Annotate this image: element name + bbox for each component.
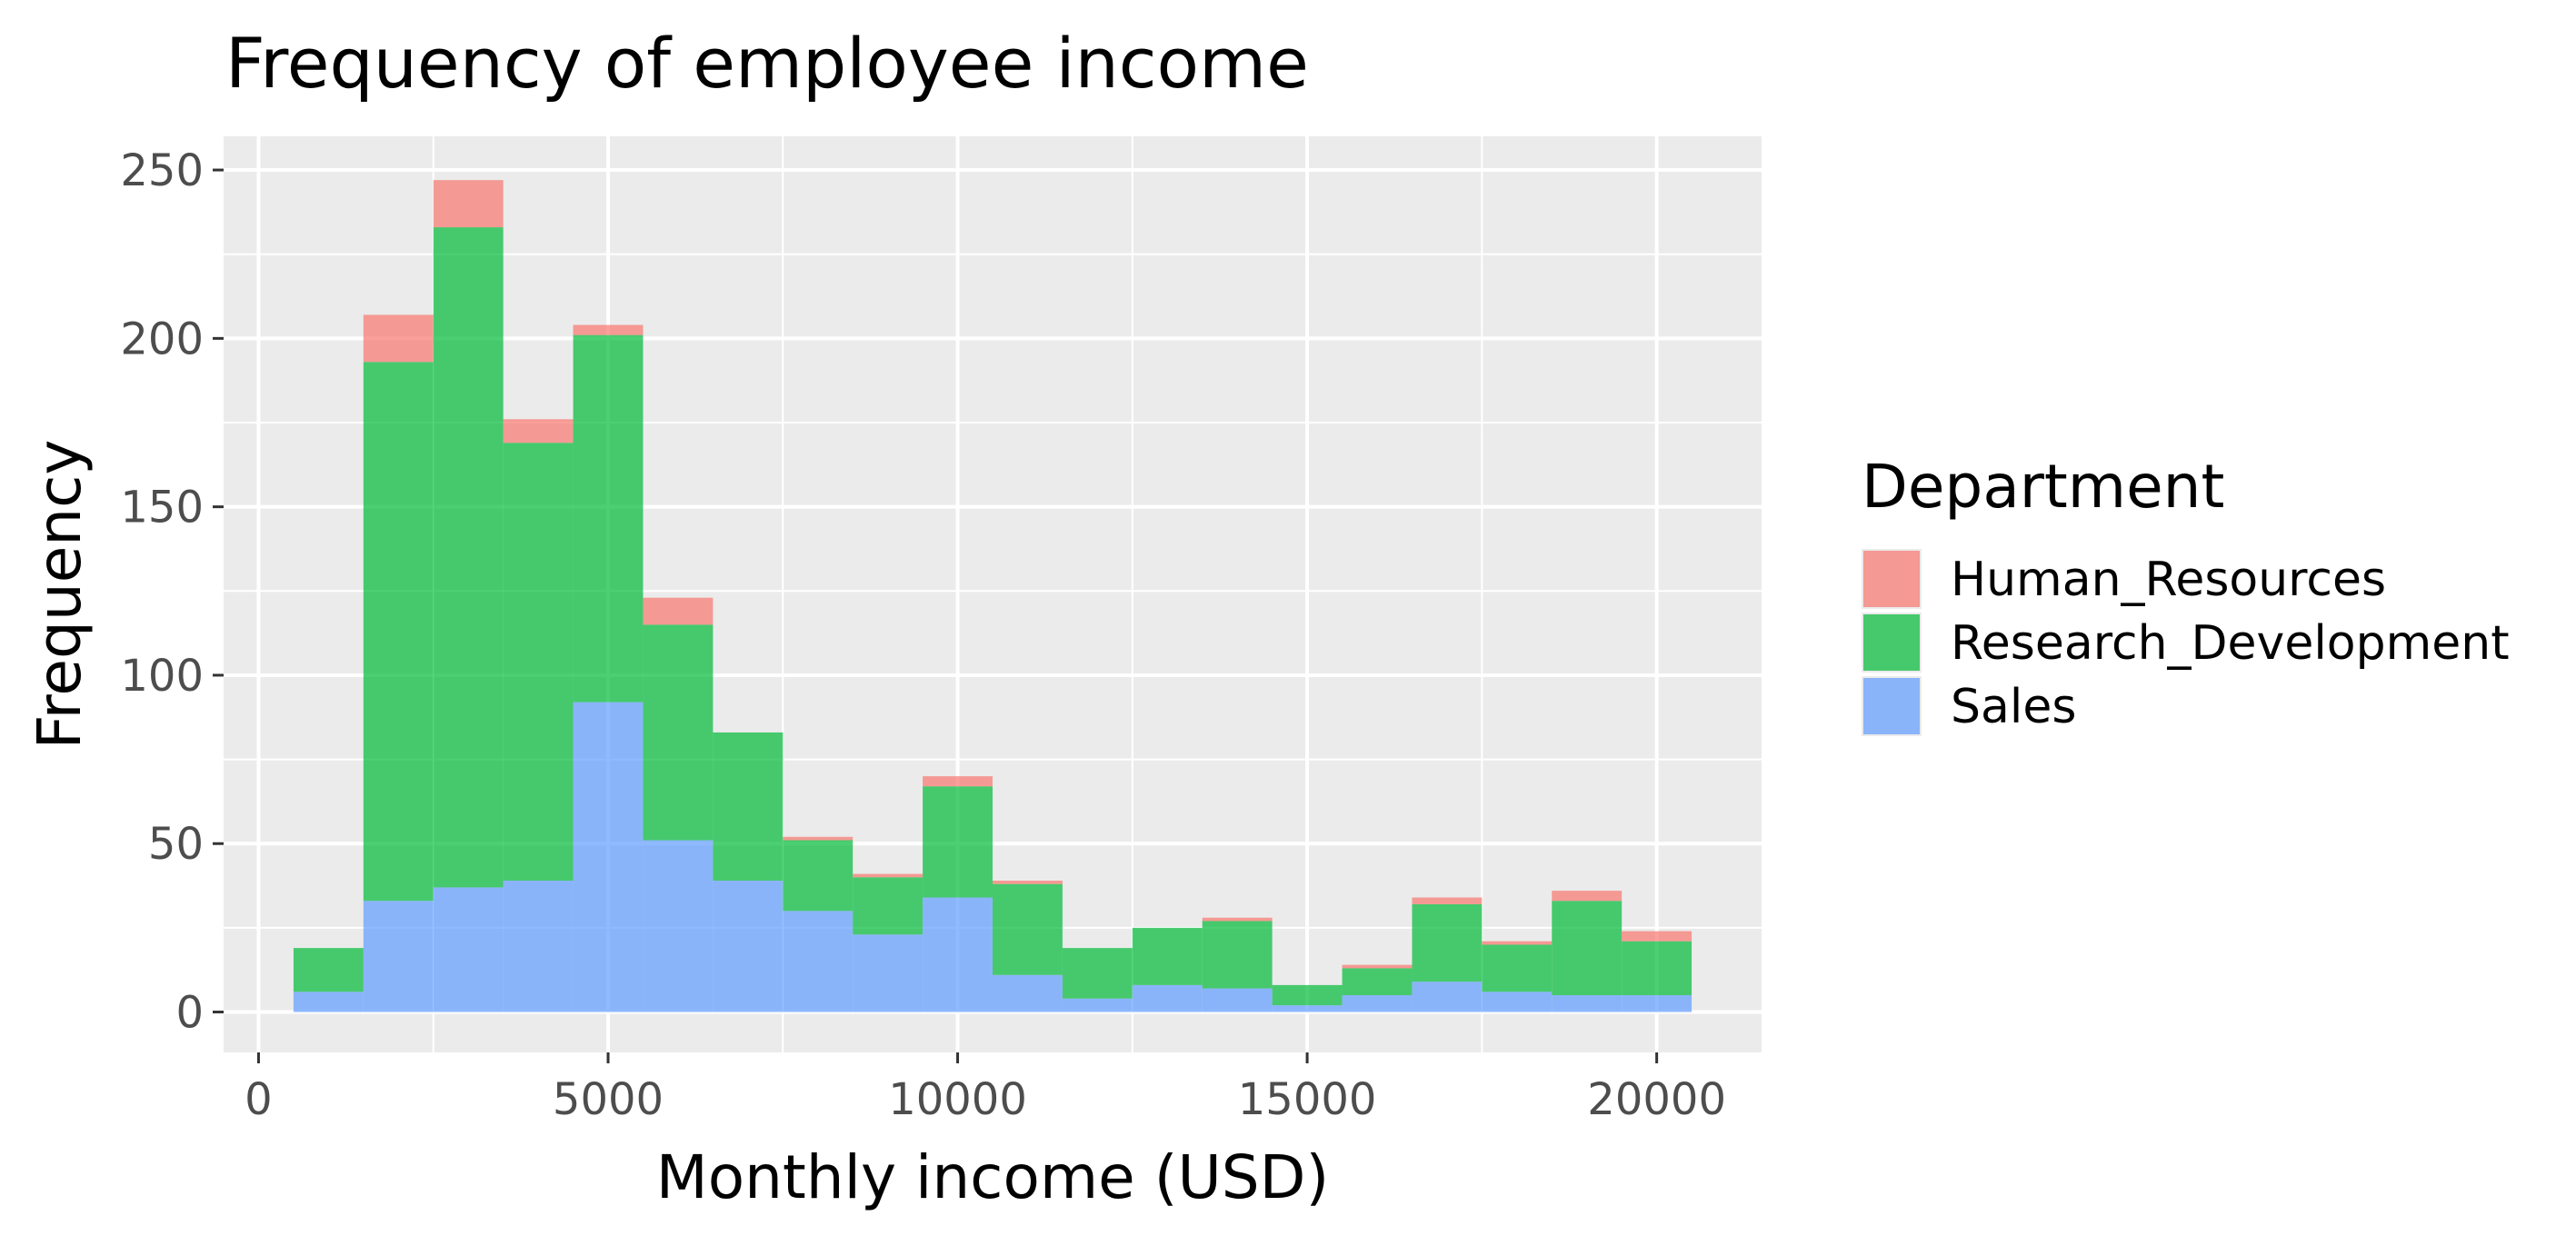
y-tick-label: 50 xyxy=(148,819,204,870)
bar-human-resources xyxy=(1342,964,1413,969)
bar-sales xyxy=(1202,988,1273,1012)
bar-human-resources xyxy=(1412,897,1483,904)
bar-sales xyxy=(923,897,993,1012)
bar-human-resources xyxy=(853,873,924,878)
bar-human-resources xyxy=(783,836,854,841)
bar-research-development xyxy=(503,443,574,881)
bar-human-resources xyxy=(433,180,504,228)
bar-sales xyxy=(503,881,574,1012)
bar-human-resources xyxy=(1552,891,1622,902)
legend: Department Human_Resources Research_Devel… xyxy=(1862,452,2510,736)
bar-sales xyxy=(293,992,364,1012)
bar-sales xyxy=(1342,995,1413,1012)
bar-research-development xyxy=(1272,984,1343,1006)
bar-research-development xyxy=(643,624,714,841)
bar-human-resources xyxy=(1622,931,1692,942)
bar-human-resources xyxy=(573,324,644,335)
x-tick-label: 10000 xyxy=(888,1074,1027,1125)
bar-research-development xyxy=(1202,921,1273,989)
bar-research-development xyxy=(713,732,784,881)
y-tick-label: 200 xyxy=(120,314,204,364)
legend-swatch-sales xyxy=(1863,678,1920,734)
legend-label: Human_Resources xyxy=(1951,553,2386,607)
bar-sales xyxy=(783,911,854,1012)
y-axis: 0 50 100 150 200 250 xyxy=(120,145,224,1039)
bar-human-resources xyxy=(643,597,714,625)
y-tick-label: 250 xyxy=(120,145,204,196)
legend-label: Research_Development xyxy=(1951,616,2510,671)
bar-human-resources xyxy=(923,776,993,787)
bar-research-development xyxy=(783,840,854,912)
bar-research-development xyxy=(853,877,924,935)
bar-human-resources xyxy=(1202,917,1273,922)
y-tick-label: 100 xyxy=(120,651,204,702)
bar-research-development xyxy=(993,883,1063,975)
x-tick-label: 0 xyxy=(245,1074,273,1125)
bar-sales xyxy=(1132,984,1203,1012)
bar-sales xyxy=(1622,995,1692,1012)
bar-research-development xyxy=(1482,944,1553,992)
legend-label: Sales xyxy=(1951,680,2076,734)
bar-research-development xyxy=(293,948,364,992)
y-tick-label: 0 xyxy=(175,988,204,1039)
bar-sales xyxy=(643,840,714,1012)
histogram-bars xyxy=(293,180,1692,1012)
x-axis-title: Monthly income (USD) xyxy=(656,1142,1329,1212)
y-tick-label: 150 xyxy=(120,483,204,533)
x-tick-label: 20000 xyxy=(1587,1074,1726,1125)
bar-sales xyxy=(1272,1005,1343,1012)
bar-sales xyxy=(993,974,1063,1012)
bar-sales xyxy=(573,702,644,1012)
bar-sales xyxy=(363,901,434,1012)
bar-research-development xyxy=(923,786,993,898)
bar-research-development xyxy=(1412,903,1483,982)
chart-title: Frequency of employee income xyxy=(225,23,1309,104)
bar-research-development xyxy=(1342,968,1413,995)
legend-swatch-human-resources xyxy=(1863,551,1920,607)
bar-sales xyxy=(1552,995,1622,1012)
bar-research-development xyxy=(433,227,504,888)
bar-research-development xyxy=(1132,927,1203,985)
bar-research-development xyxy=(573,334,644,703)
x-axis: 0 5000 10000 15000 20000 xyxy=(245,1052,1726,1125)
bar-sales xyxy=(853,934,924,1012)
bar-human-resources xyxy=(1482,941,1553,945)
bar-sales xyxy=(1482,992,1553,1012)
bar-research-development xyxy=(1622,941,1692,995)
x-tick-label: 15000 xyxy=(1238,1074,1377,1125)
bar-research-development xyxy=(1552,901,1622,995)
bar-sales xyxy=(1412,982,1483,1012)
bar-research-development xyxy=(363,362,434,902)
bar-sales xyxy=(1062,998,1133,1012)
bar-human-resources xyxy=(993,881,1063,884)
x-tick-label: 5000 xyxy=(553,1074,664,1125)
bar-human-resources xyxy=(363,314,434,363)
bar-sales xyxy=(433,887,504,1012)
bar-research-development xyxy=(1062,948,1133,999)
y-axis-title: Frequency xyxy=(25,440,95,750)
bar-human-resources xyxy=(503,419,574,444)
legend-swatch-research-development xyxy=(1863,614,1920,671)
legend-title: Department xyxy=(1862,452,2224,522)
bar-sales xyxy=(713,881,784,1012)
